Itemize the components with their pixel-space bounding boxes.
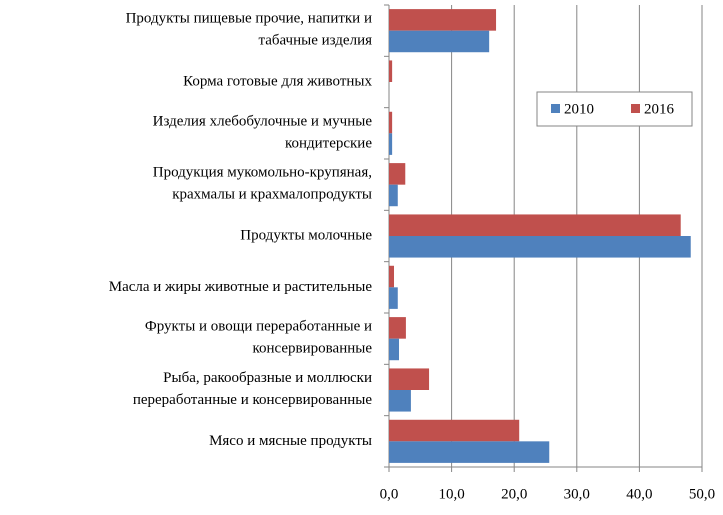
x-tick-label: 20,0 [501,486,527,502]
x-tick-label: 40,0 [626,486,652,502]
y-tick-label: Изделия хлебобулочные и мучные кондитерск… [153,114,373,152]
bar [389,9,497,31]
bar [389,214,681,236]
bar [389,338,400,361]
y-tick-label: Мясо и мясные продукты [209,433,372,449]
legend-box [536,91,693,127]
bar [389,184,398,207]
y-tick-label: Продукты молочные [240,227,372,243]
x-tick-label: 10,0 [438,486,464,502]
x-tick-label: 30,0 [564,486,590,502]
bar [389,390,411,412]
bar [389,441,550,463]
bar [389,236,691,258]
y-tick-label: Корма готовые для животных [183,73,372,89]
bar [389,368,430,390]
legend-swatch [551,104,560,113]
bar [389,317,406,339]
y-tick-label: Масла и жиры животные и растительные [109,279,373,295]
bar [389,133,393,155]
y-tick-label: Фрукты и овощи переработанные и консервир… [145,319,372,357]
x-tick-label: 0,0 [380,486,399,502]
bar [389,30,490,53]
bar [389,163,406,185]
y-tick-label: Продукты пищевые прочие, напитки и табачн… [126,11,373,49]
legend-label: 2016 [644,101,675,117]
bar [389,60,393,82]
x-tick-label: 50,0 [689,486,715,502]
bar [389,265,395,288]
legend-swatch [631,104,640,113]
y-tick-label: Рыба, ракообразные и моллюски переработан… [133,370,372,408]
bar [389,419,520,442]
bar [389,111,393,134]
legend-label: 2010 [564,101,594,117]
y-tick-label: Продукция мукомольно-крупяная, крахмалы и… [153,165,372,203]
bar [389,287,398,309]
legend: 2010 2016 [536,91,693,127]
